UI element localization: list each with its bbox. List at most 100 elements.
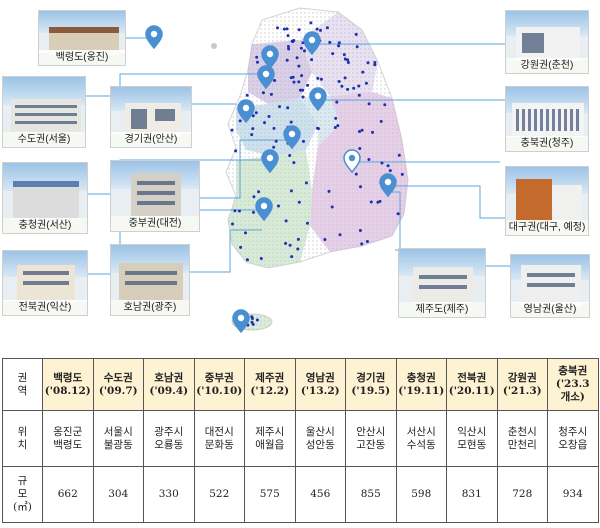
label-gangwon: 강원권(춘천)	[506, 58, 588, 73]
station-dot	[333, 126, 337, 129]
station-dot	[252, 210, 255, 214]
table-row-location: 위 치 옹진군 백령도 서울시 불광동 광주시 오룡동 대전시 문화동 제주시 애월읍 울…	[2, 410, 599, 467]
station-dot	[352, 86, 356, 90]
label-jeonbuk: 전북권(익산)	[3, 300, 87, 315]
label-honam: 호남권(광주)	[111, 300, 189, 315]
map-pin-icon	[232, 309, 250, 334]
station-dot	[334, 116, 338, 120]
station-dot	[300, 74, 304, 78]
station-dot	[244, 231, 247, 235]
map-pin-icon	[237, 99, 255, 124]
station-dot	[289, 120, 293, 124]
station-dot	[297, 64, 301, 68]
table-cell: 대전시 문화동	[193, 410, 245, 467]
photo-yeongnam: 영남권(울산)	[510, 254, 590, 318]
label-chungbuk: 충북권(청주)	[506, 136, 588, 151]
station-dot	[316, 76, 320, 80]
col-header: 중부권 ('10.10)	[193, 358, 245, 411]
station-dot	[272, 145, 276, 149]
station-dot	[304, 181, 308, 185]
station-dot	[337, 41, 341, 45]
station-dot	[337, 44, 341, 48]
station-dot	[357, 93, 361, 97]
station-dot	[250, 320, 254, 324]
station-dot	[306, 221, 309, 225]
table-row-size: 규 모 (㎡) 662 304 330 522 575 456 855 598 …	[2, 466, 599, 523]
table-cell: 춘천시 만천리	[496, 410, 548, 467]
station-dot	[286, 106, 290, 110]
station-dot	[299, 46, 303, 50]
table-cell: 728	[496, 466, 548, 523]
station-dot	[371, 130, 374, 134]
station-dot	[284, 219, 288, 223]
station-dot	[330, 205, 334, 209]
station-dot	[369, 200, 373, 204]
station-dot	[400, 172, 404, 176]
photo-jungbu: 중부권(대전)	[110, 160, 200, 232]
station-dot	[327, 189, 331, 193]
station-dot	[373, 61, 377, 64]
map-pin-icon	[261, 45, 279, 70]
table-cell: 청주시 오창읍	[547, 410, 599, 467]
station-dot	[251, 127, 255, 131]
map-pin-icon	[303, 31, 321, 56]
station-dot	[289, 76, 293, 80]
station-dot	[278, 105, 281, 109]
station-dot	[230, 128, 234, 132]
station-dot	[355, 45, 359, 49]
region-yeongnam	[310, 92, 408, 252]
region-gangwon	[300, 12, 378, 96]
station-dot	[285, 58, 289, 62]
station-dot	[354, 32, 358, 36]
table-cell: 662	[42, 466, 94, 523]
label-yeongnam: 영남권(울산)	[511, 302, 589, 317]
station-dot	[277, 204, 280, 208]
station-dot	[346, 58, 350, 62]
label-jeju: 제주도(제주)	[399, 302, 485, 317]
table-cell: 제주시 애월읍	[244, 410, 296, 467]
station-dot	[354, 172, 358, 176]
photo-honam: 호남권(광주)	[110, 244, 190, 316]
col-header: 충청권 ('19.11)	[395, 358, 447, 411]
station-dot	[340, 84, 344, 88]
photo-chungcheong: 충청권(서산)	[2, 162, 88, 234]
table-cell: 598	[395, 466, 447, 523]
table-cell: 울산시 성안동	[294, 410, 346, 467]
station-dot	[364, 81, 368, 85]
station-dot	[245, 258, 249, 262]
station-dot	[361, 70, 365, 74]
table-cell: 익산시 모현동	[446, 410, 498, 467]
table-cell: 855	[345, 466, 397, 523]
label-jungbu: 중부권(대전)	[111, 216, 199, 231]
table-header-row: 권 역 백령도 ('08.12) 수도권 ('09.7) 호남권 ('09.4) 중부…	[2, 358, 599, 411]
station-dot	[272, 126, 276, 130]
table-cell: 304	[92, 466, 144, 523]
station-dot	[335, 100, 339, 104]
station-dot	[302, 139, 305, 143]
map-pin-icon	[343, 149, 361, 174]
station-dot	[310, 58, 314, 62]
station-dot	[366, 61, 370, 65]
station-dot	[358, 229, 362, 232]
korea-map	[86, 7, 510, 334]
table-cell: 안산시 고잔동	[345, 410, 397, 467]
station-dot	[388, 169, 392, 173]
station-dot	[380, 161, 384, 165]
col-header: 강원권 ('21.3)	[496, 358, 548, 411]
station-dot	[296, 237, 300, 241]
station-dot	[396, 212, 400, 216]
station-dot	[342, 53, 346, 57]
station-dot	[261, 91, 265, 95]
station-dot	[383, 103, 387, 107]
photo-gangwon: 강원권(춘천)	[505, 10, 589, 74]
station-dot	[297, 28, 301, 32]
col-header: 경기권 ('19.5)	[345, 358, 397, 411]
station-dot	[245, 93, 249, 97]
station-dot	[292, 80, 296, 84]
station-dot	[263, 121, 266, 125]
station-dot	[287, 47, 291, 51]
station-dot	[288, 154, 292, 157]
table-cell: 522	[193, 466, 245, 523]
station-dot	[373, 63, 377, 67]
station-dot	[250, 133, 254, 137]
